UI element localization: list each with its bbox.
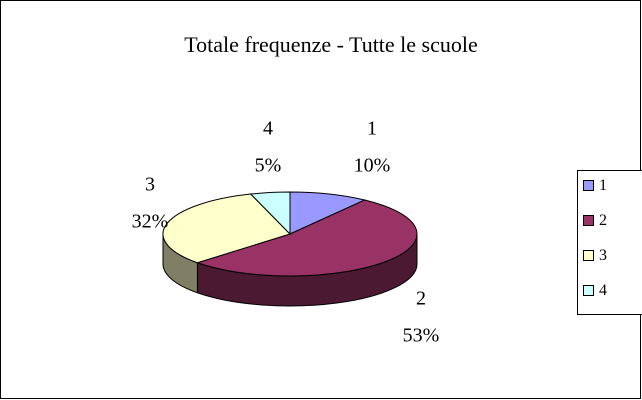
slice [195, 199, 418, 277]
slice [289, 191, 367, 235]
legend-swatch [583, 215, 594, 226]
data-label-value: 5% [255, 155, 282, 177]
data-label-category: 4 [263, 118, 273, 140]
slice [162, 193, 291, 264]
chart-title: Totale frequenze - Tutte le scuole [184, 32, 478, 57]
legend-swatch [583, 250, 594, 261]
legend-swatch [583, 180, 594, 191]
data-label-category: 3 [145, 174, 155, 196]
data-label-value: 53% [403, 325, 440, 347]
data-label-value: 10% [354, 155, 391, 177]
data-label-category: 2 [416, 288, 426, 310]
legend-label: 1 [599, 177, 607, 194]
legend-label: 3 [599, 247, 607, 264]
legend-label: 4 [599, 282, 607, 299]
legend-swatch [583, 285, 594, 296]
slice [249, 191, 291, 236]
data-label-value: 32% [132, 211, 169, 233]
legend-label: 2 [599, 212, 607, 229]
data-label-category: 1 [367, 118, 377, 140]
